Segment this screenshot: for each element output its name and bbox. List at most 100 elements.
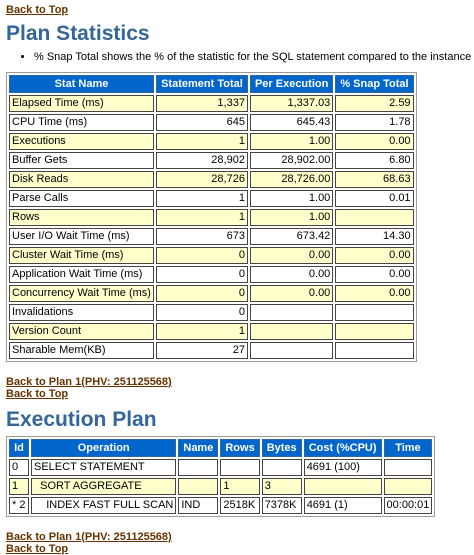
stat-name-cell: Sharable Mem(KB) (9, 342, 154, 359)
table-row: 0 SELECT STATEMENT 4691 (100) (9, 459, 433, 476)
stat-value-cell (335, 209, 414, 226)
plan-statistics-body: Elapsed Time (ms) 1,337 1,337.03 2.59 CPU Ti… (9, 95, 414, 359)
stat-value-cell: 14.30 (335, 228, 414, 245)
plan-cell: SELECT STATEMENT (31, 459, 177, 476)
back-to-plan-link[interactable]: Back to Plan 1(PHV: 251125568) (6, 531, 172, 543)
stat-value-cell: 0.00 (335, 247, 414, 264)
stat-value-cell: 0 (155, 285, 248, 302)
back-to-plan-link[interactable]: Back to Plan 1(PHV: 251125568) (6, 376, 172, 388)
stat-value-cell: 0.00 (249, 285, 334, 302)
execution-plan-body: 0 SELECT STATEMENT 4691 (100) 1 SORT AGGREG… (9, 459, 433, 514)
table-row: User I/O Wait Time (ms) 673 673.42 14.30 (9, 228, 414, 245)
stat-value-cell: 1.78 (335, 114, 414, 131)
plan-statistics-table: Stat Name Statement Total Per Execution … (6, 72, 417, 362)
table-row: Rows 1 1.00 (9, 209, 414, 226)
stat-name-cell: Buffer Gets (9, 152, 154, 169)
plan-cell (220, 459, 260, 476)
stat-name-cell: User I/O Wait Time (ms) (9, 228, 154, 245)
stat-value-cell: 2.59 (335, 95, 414, 112)
table-header-row: Id Operation Name Rows Bytes Cost (%CPU)… (9, 439, 433, 457)
snap-total-note: % Snap Total shows the % of the statisti… (34, 50, 474, 64)
stat-value-cell: 28,902 (155, 152, 248, 169)
stat-value-cell (335, 342, 414, 359)
stat-value-cell: 1,337.03 (249, 95, 334, 112)
stat-value-cell: 0 (155, 304, 248, 321)
table-row: Version Count 1 (9, 323, 414, 340)
table-row: * 2 INDEX FAST FULL SCAN IND 2518K 7378K 469… (9, 497, 433, 514)
stat-value-cell: 28,726.00 (249, 171, 334, 188)
stat-value-cell: 0.01 (335, 190, 414, 207)
back-to-top-link[interactable]: Back to Top (6, 4, 69, 16)
table-header-row: Stat Name Statement Total Per Execution … (9, 75, 414, 93)
table-row: Concurrency Wait Time (ms) 0 0.00 0.00 (9, 285, 414, 302)
stat-name-cell: Elapsed Time (ms) (9, 95, 154, 112)
stat-name-cell: Executions (9, 133, 154, 150)
stat-value-cell: 6.80 (335, 152, 414, 169)
execution-plan-heading: Execution Plan (6, 408, 157, 431)
stat-value-cell: 0.00 (335, 133, 414, 150)
table-row: Sharable Mem(KB) 27 (9, 342, 414, 359)
stat-name-cell: CPU Time (ms) (9, 114, 154, 131)
col-statement-total: Statement Total (155, 75, 248, 93)
stat-value-cell: 1 (155, 209, 248, 226)
stat-value-cell: 645.43 (249, 114, 334, 131)
stat-value-cell: 27 (155, 342, 248, 359)
stat-value-cell (249, 323, 334, 340)
table-row: 1 SORT AGGREGATE 1 3 (9, 478, 433, 495)
table-row: Application Wait Time (ms) 0 0.00 0.00 (9, 266, 414, 283)
plan-cell: INDEX FAST FULL SCAN (31, 497, 177, 514)
table-row: Executions 1 1.00 0.00 (9, 133, 414, 150)
stat-value-cell (249, 342, 334, 359)
plan-cell (178, 459, 219, 476)
stat-value-cell (335, 304, 414, 321)
col-operation: Operation (31, 439, 177, 457)
stat-value-cell: 0.00 (249, 266, 334, 283)
col-stat-name: Stat Name (9, 75, 154, 93)
plan-links-top: Back to Plan 1(PHV: 251125568) Back to T… (6, 376, 474, 400)
plan-cell: 4691 (1) (303, 497, 382, 514)
col-time: Time (383, 439, 433, 457)
stat-value-cell: 1 (155, 190, 248, 207)
plan-links-bottom: Back to Plan 1(PHV: 251125568) Back to T… (6, 531, 474, 555)
stat-name-cell: Invalidations (9, 304, 154, 321)
plan-cell: 2518K (220, 497, 260, 514)
col-snap-total: % Snap Total (335, 75, 414, 93)
stat-value-cell: 0 (155, 247, 248, 264)
stat-value-cell: 68.63 (335, 171, 414, 188)
back-to-top-link[interactable]: Back to Top (6, 388, 69, 400)
stat-name-cell: Cluster Wait Time (ms) (9, 247, 154, 264)
stat-name-cell: Application Wait Time (ms) (9, 266, 154, 283)
table-row: Elapsed Time (ms) 1,337 1,337.03 2.59 (9, 95, 414, 112)
plan-cell: 3 (261, 478, 302, 495)
table-row: Cluster Wait Time (ms) 0 0.00 0.00 (9, 247, 414, 264)
col-bytes: Bytes (261, 439, 302, 457)
plan-cell (383, 478, 433, 495)
stat-value-cell: 1,337 (155, 95, 248, 112)
plan-statistics-heading: Plan Statistics (6, 22, 150, 45)
stat-value-cell: 28,726 (155, 171, 248, 188)
plan-cell: 4691 (100) (303, 459, 382, 476)
plan-cell (383, 459, 433, 476)
stat-value-cell: 0.00 (335, 266, 414, 283)
execution-plan-table: Id Operation Name Rows Bytes Cost (%CPU)… (6, 436, 436, 517)
stat-value-cell: 673.42 (249, 228, 334, 245)
table-row: Disk Reads 28,726 28,726.00 68.63 (9, 171, 414, 188)
stat-value-cell: 1.00 (249, 133, 334, 150)
stat-name-cell: Disk Reads (9, 171, 154, 188)
stat-value-cell: 1.00 (249, 190, 334, 207)
stat-value-cell (335, 323, 414, 340)
stat-name-cell: Concurrency Wait Time (ms) (9, 285, 154, 302)
plan-cell: 1 (220, 478, 260, 495)
col-id: Id (9, 439, 29, 457)
table-row: CPU Time (ms) 645 645.43 1.78 (9, 114, 414, 131)
table-row: Parse Calls 1 1.00 0.01 (9, 190, 414, 207)
table-row: Buffer Gets 28,902 28,902.00 6.80 (9, 152, 414, 169)
plan-statistics-notes: % Snap Total shows the % of the statisti… (6, 50, 474, 64)
stat-value-cell: 0.00 (335, 285, 414, 302)
plan-cell: IND (178, 497, 219, 514)
stat-name-cell: Version Count (9, 323, 154, 340)
stat-value-cell: 645 (155, 114, 248, 131)
back-to-top-link[interactable]: Back to Top (6, 543, 69, 555)
plan-cell (178, 478, 219, 495)
